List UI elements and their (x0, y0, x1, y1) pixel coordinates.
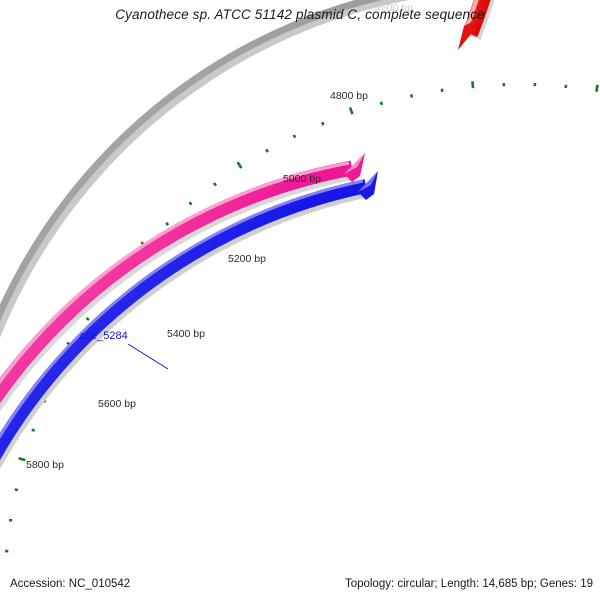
sequence-tick (188, 201, 193, 206)
sequence-tick (320, 121, 325, 126)
sequence-tick (212, 182, 217, 187)
sequence-tick (292, 134, 297, 139)
gene-label-cce_5284[interactable]: cce_5284 (80, 330, 128, 342)
ruler-tick-label: 4600 bp (375, 2, 413, 14)
plasmid-backbone[interactable] (0, 0, 566, 600)
sequence-tick (265, 148, 269, 153)
sequence-tick (8, 518, 13, 522)
sequence-tick (471, 81, 475, 89)
gene-feature-red[interactable] (458, 0, 495, 50)
topology-text: Topology: circular; Length: 14,685 bp; G… (344, 578, 593, 590)
sequence-tick (348, 107, 354, 115)
ruler-tick-label: 4800 bp (330, 90, 368, 102)
sequence-tick (31, 428, 36, 432)
ruler-tick-label: 5400 bp (167, 328, 205, 340)
sequence-tick (595, 84, 599, 92)
gene-feature-blue[interactable] (0, 171, 378, 600)
sequence-tick (165, 221, 170, 226)
sequence-tick (14, 488, 19, 492)
gene-feature-magenta[interactable] (0, 153, 365, 600)
backbone-shadow (0, 0, 410, 338)
ruler-tick-label: 5000 bp (283, 173, 321, 185)
sequence-tick (18, 456, 26, 462)
accession-text: Accession: NC_010542 (10, 578, 131, 590)
status-bar: Accession: NC_010542 Topology: circular;… (0, 574, 600, 600)
ruler-tick-label: 5800 bp (26, 459, 64, 471)
sequence-tick (236, 161, 243, 169)
sequence-tick (410, 94, 414, 98)
sequence-tick (85, 316, 90, 321)
ruler-tick-label: 5200 bp (228, 253, 266, 265)
ruler-tick-label: 5600 bp (98, 398, 136, 410)
sequence-tick (379, 101, 384, 106)
